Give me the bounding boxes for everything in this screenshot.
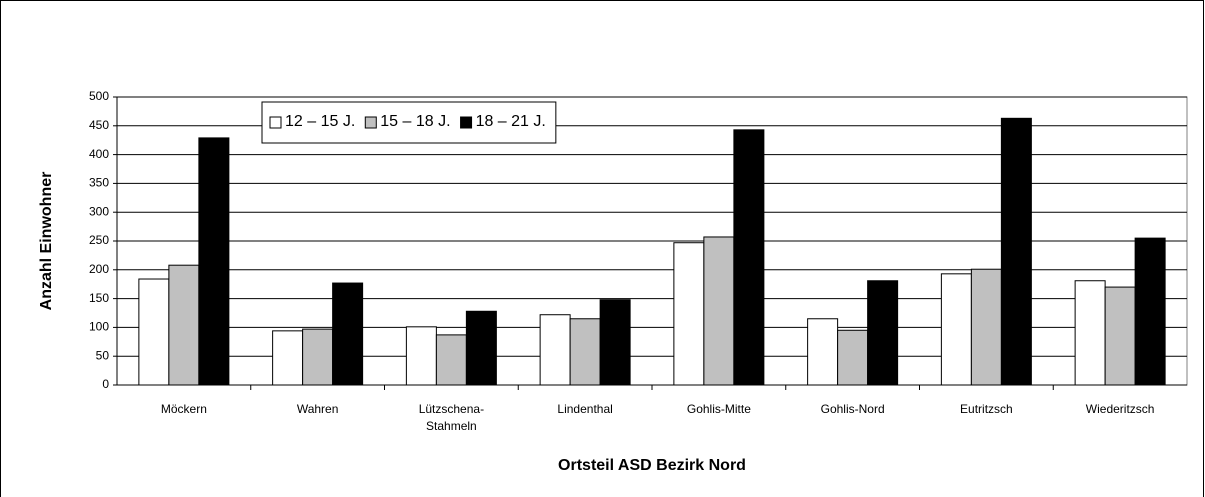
bar	[272, 330, 304, 386]
y-tick-label: 500	[89, 89, 109, 103]
bar	[302, 328, 334, 386]
legend-swatch	[460, 116, 473, 129]
y-tick-label: 350	[89, 176, 109, 190]
legend-label: 15 – 18 J.	[380, 113, 450, 130]
bar	[465, 310, 497, 386]
y-tick-label: 250	[89, 233, 109, 247]
bar	[940, 273, 972, 386]
bar	[837, 329, 869, 386]
bar	[138, 278, 170, 386]
y-tick-label: 150	[89, 291, 109, 305]
bar	[1000, 117, 1032, 386]
x-tick-label: Lindenthal	[557, 402, 613, 416]
y-axis-title: Anzahl Einwohner	[38, 172, 55, 311]
x-axis-title: Ortsteil ASD Bezirk Nord	[558, 457, 746, 474]
bar	[807, 318, 839, 386]
bar	[703, 236, 735, 386]
bar	[673, 242, 705, 386]
bar	[1074, 280, 1106, 386]
x-tick-label: Wahren	[296, 402, 339, 416]
bar	[1134, 237, 1166, 386]
y-tick-label: 400	[89, 147, 109, 161]
legend-box	[261, 101, 557, 144]
bar	[332, 282, 364, 386]
y-tick-label: 0	[102, 377, 109, 391]
bar	[435, 334, 467, 386]
x-tick-label: Möckern	[160, 402, 207, 416]
x-tick-label: Gohlis-Nord	[820, 402, 885, 416]
y-tick-label: 300	[89, 204, 109, 218]
bar	[405, 326, 437, 386]
bar	[569, 318, 601, 386]
legend: 12 – 15 J. 15 – 18 J. 18 – 21 J.	[261, 101, 557, 144]
legend-label: 12 – 15 J.	[285, 113, 355, 130]
bar	[970, 268, 1002, 386]
y-tick-label: 200	[89, 262, 109, 276]
y-tick-label: 100	[89, 320, 109, 334]
legend-label: 18 – 21 J.	[476, 113, 546, 130]
x-tick-label: Eutritzsch	[960, 402, 1013, 416]
y-tick-label: 450	[89, 118, 109, 132]
x-tick-label: Gohlis-Mitte	[686, 402, 751, 416]
legend-swatch	[269, 116, 282, 129]
bar	[599, 299, 631, 386]
y-tick-label: 50	[96, 348, 110, 362]
x-tick-label: Wiederitzsch	[1085, 402, 1155, 416]
bar	[1104, 286, 1136, 386]
x-tick-label: Lützschena-Stahmeln	[418, 402, 485, 433]
bar	[198, 137, 230, 386]
bar	[733, 129, 765, 386]
bar	[539, 314, 571, 386]
bar	[168, 264, 200, 386]
bar	[867, 280, 899, 386]
legend-swatch	[364, 116, 377, 129]
